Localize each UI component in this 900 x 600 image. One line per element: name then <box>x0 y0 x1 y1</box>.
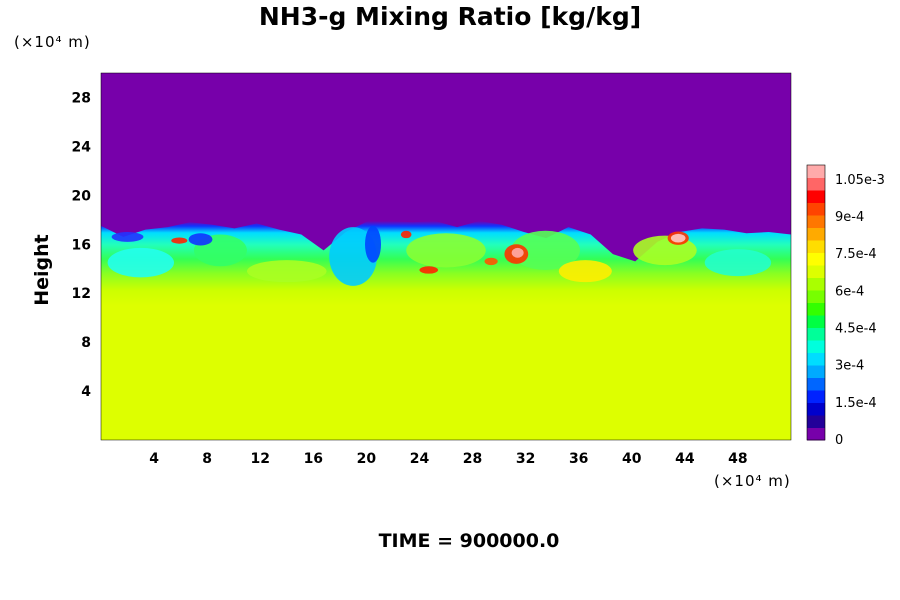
colorbar-tick-label: 1.05e-3 <box>835 173 885 188</box>
x-axis-unit: (×10⁴ m) <box>714 472 791 490</box>
x-tick-label: 24 <box>410 451 430 467</box>
colorbar-swatch <box>807 190 825 203</box>
colorbar-swatch <box>807 377 825 391</box>
concentration-blob <box>558 260 612 283</box>
concentration-blob <box>419 266 439 274</box>
concentration-blob <box>406 233 486 268</box>
concentration-blob <box>111 232 144 242</box>
y-tick-label: 24 <box>72 139 92 155</box>
colorbar-swatch <box>807 177 825 191</box>
colorbar-swatch <box>807 227 825 241</box>
colorbar-tick-label: 6e-4 <box>835 284 864 299</box>
colorbar-swatch <box>807 415 825 428</box>
colorbar-swatch <box>807 427 825 441</box>
colorbar-swatch <box>807 165 825 178</box>
x-tick-label: 40 <box>622 451 642 467</box>
x-tick-label: 28 <box>463 451 482 467</box>
colorbar-swatch <box>807 265 825 278</box>
concentration-blob <box>670 233 686 243</box>
x-tick-label: 16 <box>304 451 323 467</box>
x-tick-label: 44 <box>675 451 695 467</box>
concentration-blob <box>107 247 175 278</box>
colorbar-swatch <box>807 327 825 341</box>
x-tick-label: 20 <box>357 451 377 467</box>
colorbar-swatch <box>807 240 825 253</box>
colorbar-swatch <box>807 352 825 366</box>
concentration-blob <box>704 249 772 277</box>
concentration-blob <box>365 225 382 263</box>
x-tick-label: 36 <box>569 451 588 467</box>
y-tick-label: 20 <box>72 188 92 204</box>
concentration-blob <box>484 257 498 266</box>
colorbar-swatch <box>807 202 825 216</box>
colorbar-swatch <box>807 402 825 416</box>
colorbar-tick-label: 4.5e-4 <box>835 322 877 337</box>
x-tick-label: 48 <box>728 451 747 467</box>
x-tick-label: 12 <box>250 451 269 467</box>
colorbar-frame <box>806 164 826 441</box>
colorbar-swatch <box>807 252 825 266</box>
colorbar-tick-label: 0 <box>835 433 843 448</box>
x-tick-label: 8 <box>202 451 212 467</box>
lower-layer <box>101 299 791 440</box>
colorbar-tick-label: 7.5e-4 <box>835 247 877 262</box>
concentration-blob <box>246 260 327 283</box>
x-axis-ticks: 4 8 12 16 20 24 28 32 36 40 44 48 <box>149 451 747 467</box>
chart-title: NH3-g Mixing Ratio [kg/kg] <box>258 2 642 31</box>
concentration-blob <box>171 237 188 244</box>
colorbar-swatch <box>807 315 825 328</box>
concentration-blob <box>400 230 412 239</box>
colorbar-swatch <box>807 277 825 291</box>
colorbar-swatch <box>807 302 825 316</box>
heatmap-field <box>101 73 791 440</box>
y-tick-label: 28 <box>72 90 91 106</box>
x-tick-label: 32 <box>516 451 535 467</box>
colorbar-swatch <box>807 365 825 378</box>
colorbar-tick-label: 3e-4 <box>835 359 864 374</box>
y-axis-ticks: 4 8 12 16 20 24 28 <box>72 90 92 400</box>
colorbar-swatch <box>807 215 825 228</box>
y-tick-label: 16 <box>72 237 91 253</box>
colorbar-swatch <box>807 290 825 303</box>
y-tick-label: 12 <box>72 286 91 302</box>
colorbar-tick-label: 1.5e-4 <box>835 396 877 411</box>
concentration-blob <box>511 230 581 270</box>
colorbar: 0 1.5e-4 3e-4 4.5e-4 6e-4 7.5e-4 9e-4 1.05e-3 <box>806 164 885 448</box>
y-tick-label: 8 <box>81 335 91 351</box>
concentration-blob <box>329 227 378 286</box>
colorbar-swatch <box>807 390 825 403</box>
colorbar-swatch <box>807 340 825 353</box>
plot-frame <box>100 72 792 441</box>
y-tick-label: 4 <box>81 384 91 400</box>
concentration-blob <box>188 233 213 246</box>
time-label: TIME = 900000.0 <box>378 530 560 552</box>
x-tick-label: 4 <box>149 451 159 467</box>
y-axis-unit: (×10⁴ m) <box>14 33 91 51</box>
colorbar-tick-label: 9e-4 <box>835 210 864 225</box>
concentration-blob <box>511 247 524 258</box>
